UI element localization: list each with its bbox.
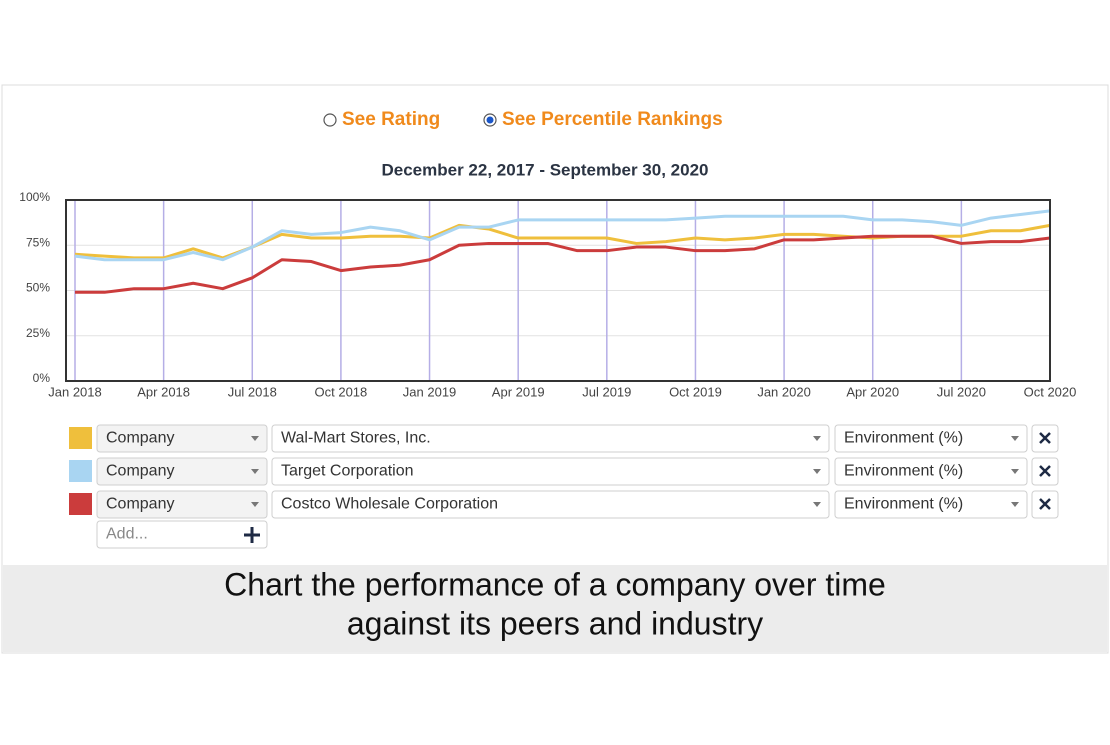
y-tick-label: 100%: [19, 190, 50, 204]
y-tick-label: 50%: [26, 281, 50, 295]
dropdown-arrow: [251, 469, 259, 474]
x-tick-label: Oct 2020: [1024, 384, 1077, 399]
kind-select-text: Company: [106, 463, 174, 480]
dropdown-arrow: [813, 502, 821, 507]
add-input-text: Add...: [106, 526, 148, 543]
kind-select[interactable]: [96, 424, 268, 453]
y-tick-label: 75%: [26, 235, 50, 249]
chart-title: December 22, 2017 - September 30, 2020: [382, 160, 709, 179]
x-tick-label: Apr 2020: [846, 384, 899, 399]
dropdown-arrow: [251, 436, 259, 441]
x-tick-label: Apr 2019: [492, 384, 545, 399]
company-select-text: Wal-Mart Stores, Inc.: [281, 430, 431, 447]
x-tick-label: Oct 2018: [315, 384, 368, 399]
kind-select[interactable]: [96, 490, 268, 519]
plot-frame: [65, 199, 1051, 382]
kind-select[interactable]: [96, 457, 268, 486]
metric-select[interactable]: [834, 424, 1028, 453]
radio-label[interactable]: See Percentile Rankings: [502, 109, 723, 130]
x-tick-label: Jan 2020: [757, 384, 811, 399]
add-icon: [244, 527, 260, 543]
radio-button[interactable]: [323, 113, 337, 127]
series-swatch: [69, 427, 92, 449]
x-tick-label: Oct 2019: [669, 384, 722, 399]
metric-select-text: Environment (%): [844, 463, 963, 480]
company-select[interactable]: [271, 424, 830, 453]
dropdown-arrow: [251, 502, 259, 507]
x-tick-label: Jul 2018: [228, 384, 277, 399]
caption-line: Chart the performance of a company over …: [224, 566, 886, 602]
radio-label[interactable]: See Rating: [342, 109, 440, 130]
dropdown-arrow: [813, 436, 821, 441]
x-tick-label: Jan 2018: [48, 384, 102, 399]
x-tick-label: Jul 2020: [937, 384, 986, 399]
add-input[interactable]: [96, 520, 268, 549]
series-line: [74, 209, 1051, 262]
kind-select-text: Company: [106, 430, 174, 447]
dropdown-arrow: [1011, 469, 1019, 474]
company-select[interactable]: [271, 457, 830, 486]
x-tick-label: Jan 2019: [403, 384, 457, 399]
remove-icon: [1039, 498, 1051, 510]
remove-icon: [1039, 465, 1051, 477]
company-select[interactable]: [271, 490, 830, 519]
kind-select-text: Company: [106, 496, 174, 513]
remove-icon: [1039, 432, 1051, 444]
company-select-text: Target Corporation: [281, 463, 414, 480]
series-line: [75, 234, 1051, 294]
series-swatch: [69, 460, 92, 482]
dropdown-arrow: [813, 469, 821, 474]
metric-select[interactable]: [834, 490, 1028, 519]
dropdown-arrow: [1011, 502, 1019, 507]
dropdown-arrow: [1011, 436, 1019, 441]
x-tick-label: Jul 2019: [582, 384, 631, 399]
caption-line: against its peers and industry: [347, 605, 763, 641]
series-swatch: [69, 493, 92, 515]
y-tick-label: 25%: [26, 326, 50, 340]
metric-select[interactable]: [834, 457, 1028, 486]
metric-select-text: Environment (%): [844, 430, 963, 447]
caption-band: [3, 565, 1107, 652]
y-tick-label: 0%: [33, 371, 51, 385]
metric-select-text: Environment (%): [844, 496, 963, 513]
x-tick-label: Apr 2018: [137, 384, 190, 399]
company-select-text: Costco Wholesale Corporation: [281, 496, 498, 513]
radio-dot: [486, 116, 494, 124]
